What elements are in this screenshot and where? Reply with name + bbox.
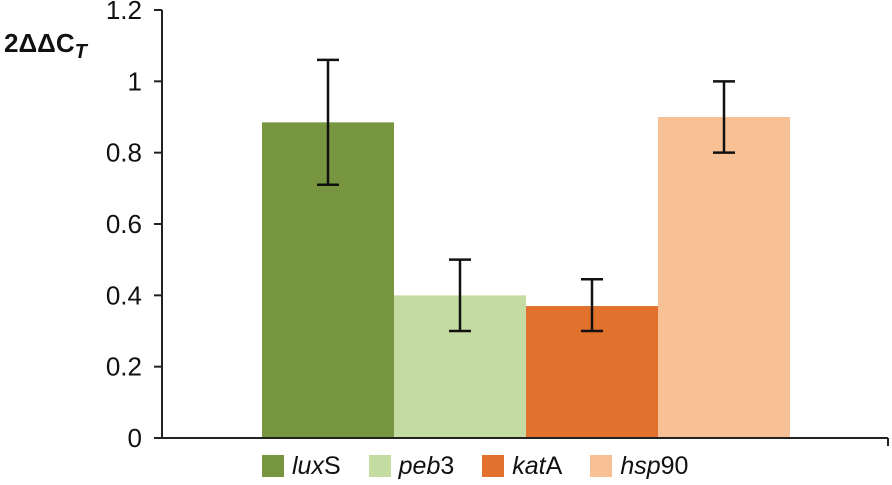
legend-item-luxs: lux S [262,452,341,481]
legend-label-italic: hsp [620,451,661,480]
legend-swatch [368,455,391,477]
legend-label-italic: lux [292,451,324,480]
error-bars-group [317,58,735,333]
legend-label-plain: S [323,451,341,480]
y-tick-label: 0.2 [106,352,142,382]
error-bar-kata [581,278,603,333]
legend-label-plain: 3 [440,451,455,480]
error-bar-hsp90 [713,80,735,154]
y-axis-label: 2ΔΔCT [4,28,87,63]
bars-group [262,117,790,438]
legend-item-hsp90: hsp 90 [590,452,688,481]
y-tick-label: 1 [128,66,142,96]
y-tick-label: 1.2 [106,0,142,25]
legend-swatch [262,455,284,477]
legend-item-peb3: peb 3 [368,451,455,481]
y-tick-label: 0.6 [106,209,142,239]
y-tick-label: 0.8 [106,138,142,168]
y-ticks-group: 0 0.2 0.4 0.6 0.8 1 1.2 [106,0,162,453]
error-bar-peb3 [449,258,471,333]
bar-hsp90 [658,117,790,438]
y-tick-label: 0 [128,423,142,453]
y-axis-label-subscript: T [74,41,87,63]
legend-label-italic: peb [398,451,441,480]
legend-swatch [590,455,613,477]
legend-label-plain: A [545,451,563,480]
legend-label-plain: 90 [660,451,689,480]
error-bar-luxs [317,58,339,187]
legend-label-italic: kat [512,451,546,480]
y-axis-label-main: 2ΔΔC [4,28,75,58]
legend-item-kata: kat A [482,452,562,481]
y-tick-label: 0.4 [106,280,142,310]
legend-swatch [482,455,505,477]
